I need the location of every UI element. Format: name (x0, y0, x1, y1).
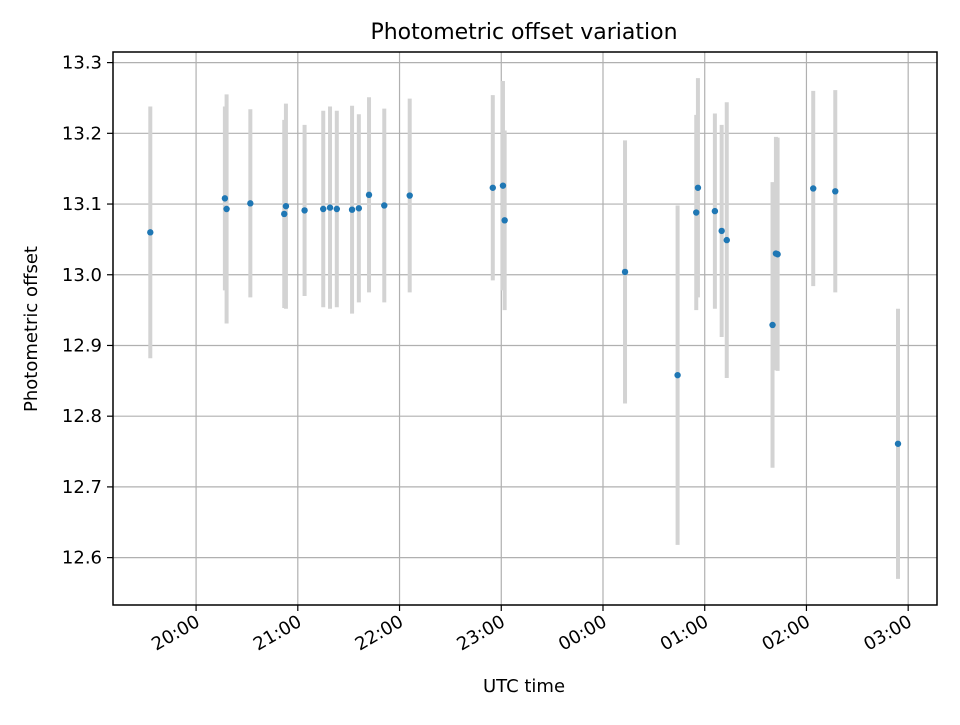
data-point (365, 191, 373, 199)
y-axis-label: Photometric offset (21, 246, 42, 412)
data-point (320, 205, 327, 213)
grid-lines (113, 52, 937, 605)
data-point (406, 192, 413, 199)
y-tick-label: 12.9 (62, 335, 102, 356)
data-point (711, 207, 719, 215)
plot-frame (112, 51, 938, 606)
data-point (281, 210, 288, 218)
data-point (301, 207, 308, 214)
y-tick-label: 13.2 (62, 123, 102, 144)
y-axis-ticks: 12.6 12.7 12.8 12.9 13.0 13.1 13.2 13.3 (62, 53, 113, 569)
y-tick-label: 13.1 (62, 194, 102, 215)
data-point (333, 205, 341, 213)
y-tick-label: 13.3 (62, 53, 102, 74)
data-point (674, 371, 681, 379)
data-point (489, 184, 496, 191)
data-point (223, 205, 230, 213)
data-point (810, 185, 817, 192)
y-tick-label: 12.8 (62, 406, 102, 427)
data-point (282, 202, 290, 210)
y-tick-label: 12.7 (62, 477, 102, 498)
data-point (718, 227, 725, 235)
chart-title: Photometric offset variation (370, 20, 677, 45)
data-point (348, 206, 356, 213)
data-point (621, 268, 629, 276)
data-point (694, 184, 702, 191)
data-point (894, 440, 902, 447)
data-points (147, 182, 902, 447)
data-point (501, 217, 508, 224)
data-point (774, 251, 781, 258)
data-point (355, 205, 363, 212)
data-point (693, 209, 700, 216)
data-point (832, 188, 839, 195)
data-point (499, 182, 507, 189)
data-point (147, 229, 154, 236)
data-point (247, 200, 254, 207)
data-point (769, 321, 776, 329)
data-point (381, 202, 388, 209)
data-point (723, 236, 730, 244)
y-tick-label: 12.6 (62, 548, 102, 569)
data-point (221, 195, 229, 202)
data-point (326, 204, 334, 211)
x-axis-label: UTC time (483, 676, 565, 697)
y-tick-label: 13.0 (62, 265, 102, 286)
